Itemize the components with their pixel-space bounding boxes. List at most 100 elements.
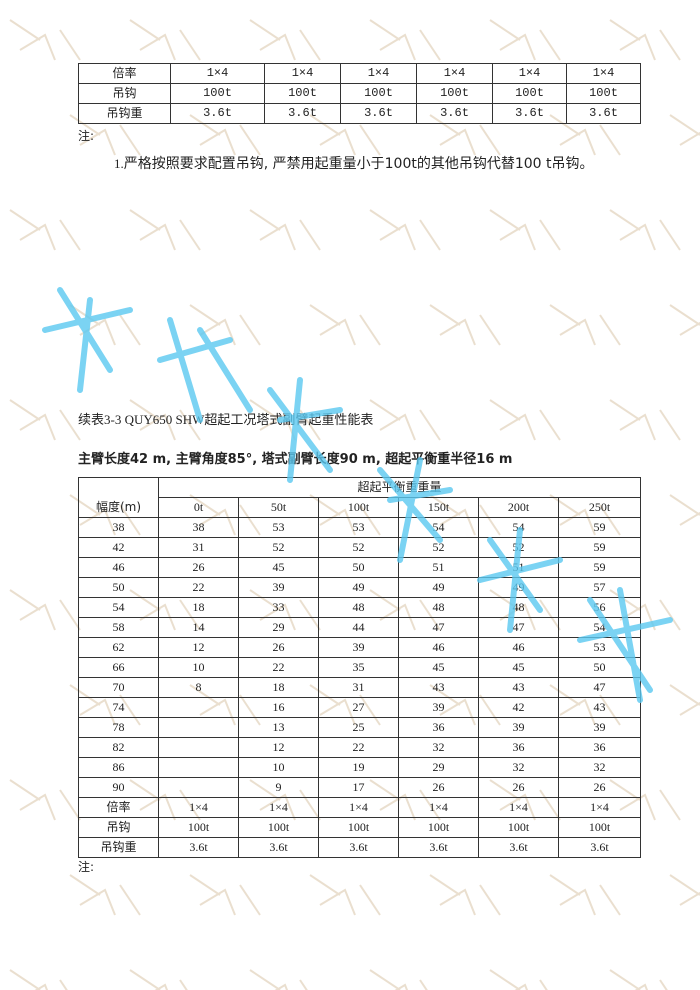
capacity-cell: 59 — [557, 557, 642, 578]
table-row: 58 14 29 44 47 47 54 — [78, 617, 642, 638]
table-cell: 3.6t — [318, 837, 399, 858]
capacity-cell: 47 — [478, 617, 559, 638]
table-cell: 100t — [478, 817, 559, 838]
table-row: 倍率 1×4 1×4 1×4 1×4 1×4 1×4 — [78, 63, 641, 84]
table-row: 66 10 22 35 45 45 50 — [78, 657, 642, 678]
watermark-mark — [609, 209, 681, 251]
capacity-cell: 32 — [478, 757, 559, 778]
table-cell: 3.6t — [158, 837, 239, 858]
watermark-mark — [309, 304, 381, 346]
table-row: 70 8 18 31 43 43 47 — [78, 677, 642, 698]
capacity-cell: 47 — [557, 677, 642, 698]
table-cell: 3.6t — [398, 837, 479, 858]
watermark-mark — [669, 114, 700, 146]
watermark-mark — [309, 874, 381, 916]
note-item-number: 1. — [114, 156, 124, 171]
watermark-mark — [369, 19, 441, 61]
capacity-cell: 51 — [478, 557, 559, 578]
table-row: 46 26 45 50 51 51 59 — [78, 557, 642, 578]
capacity-cell: 31 — [158, 537, 239, 558]
table-row: 78 13 25 36 39 39 — [78, 717, 642, 738]
capacity-cell: 45 — [238, 557, 319, 578]
capacity-cell: 19 — [318, 757, 399, 778]
radius-cell: 66 — [78, 657, 159, 678]
footer-row: 吊钩 100t 100t 100t 100t 100t 100t — [78, 817, 642, 838]
capacity-cell: 43 — [478, 677, 559, 698]
table-caption: 续表3-3 QUY650 SHW超起工况塔式副臂起重性能表 — [78, 412, 374, 427]
capacity-cell: 13 — [238, 717, 319, 738]
watermark-mark — [489, 969, 548, 990]
capacity-cell: 22 — [158, 577, 239, 598]
capacity-cell: 52 — [318, 537, 399, 558]
capacity-cell: 52 — [398, 537, 479, 558]
table-cell: 1×4 — [398, 797, 479, 818]
capacity-cell: 36 — [478, 737, 559, 758]
capacity-cell: 54 — [398, 517, 479, 538]
capacity-cell: 59 — [557, 517, 642, 538]
table-cell: 1×4 — [170, 63, 265, 84]
table-cell: 3.6t — [557, 837, 642, 858]
note-label: 注: — [78, 129, 95, 143]
table-cell: 3.6t — [170, 103, 265, 124]
footer-row: 吊钩重 3.6t 3.6t 3.6t 3.6t 3.6t 3.6t — [78, 837, 642, 858]
watermark-mark — [189, 304, 261, 346]
watermark-mark — [489, 399, 561, 441]
column-header-row: 幅度(m) 0t 50t 100t 150t 200t 250t — [78, 497, 642, 518]
capacity-cell: 53 — [557, 637, 642, 658]
capacity-cell: 53 — [318, 517, 399, 538]
table-row: 62 12 26 39 46 46 53 — [78, 637, 642, 658]
capacity-cell: 51 — [398, 557, 479, 578]
capacity-cell: 46 — [398, 637, 479, 658]
watermark-mark — [9, 589, 81, 631]
table-cell: 100t — [492, 83, 567, 104]
watermark-mark — [429, 874, 501, 916]
capacity-cell: 25 — [318, 717, 399, 738]
table-cell: 1×4 — [492, 63, 567, 84]
row-label: 倍率 — [78, 797, 159, 818]
footer-row: 倍率 1×4 1×4 1×4 1×4 1×4 1×4 — [78, 797, 642, 818]
note-item-text: 严格按照要求配置吊钩, 严禁用起重量小于100t的其他吊钩代替100 t吊钩。 — [123, 156, 594, 172]
brand-watermark-stroke — [157, 317, 253, 423]
table-row: 38 38 53 53 54 54 59 — [78, 517, 642, 538]
table-cell: 1×4 — [566, 63, 641, 84]
capacity-cell: 39 — [318, 637, 399, 658]
watermark-mark — [9, 19, 81, 61]
capacity-cell: 29 — [238, 617, 319, 638]
capacity-cell: 32 — [398, 737, 479, 758]
table-cell: 1×4 — [264, 63, 341, 84]
capacity-cell: 56 — [557, 597, 642, 618]
blank-header-cell — [78, 477, 159, 498]
row-label: 吊钩 — [78, 817, 159, 838]
table-cell: 100t — [566, 83, 641, 104]
capacity-cell: 22 — [318, 737, 399, 758]
radius-cell: 38 — [78, 517, 159, 538]
capacity-cell: 49 — [478, 577, 559, 598]
watermark-mark — [549, 304, 621, 346]
table-cell: 1×4 — [318, 797, 399, 818]
watermark-mark — [189, 874, 261, 916]
table-cell: 1×4 — [238, 797, 319, 818]
radius-cell: 82 — [78, 737, 159, 758]
capacity-cell: 36 — [557, 737, 642, 758]
capacity-cell: 57 — [557, 577, 642, 598]
capacity-cell: 14 — [158, 617, 239, 638]
radius-cell: 54 — [78, 597, 159, 618]
note-item: 1.严格按照要求配置吊钩, 严禁用起重量小于100t的其他吊钩代替100 t吊钩… — [114, 153, 594, 173]
table-cell: 100t — [158, 817, 239, 838]
watermark-mark — [9, 779, 81, 821]
capacity-cell: 17 — [318, 777, 399, 798]
watermark-mark — [129, 19, 201, 61]
capacity-cell: 10 — [158, 657, 239, 678]
watermark-mark — [549, 874, 621, 916]
capacity-cell: 48 — [478, 597, 559, 618]
radius-cell: 70 — [78, 677, 159, 698]
capacity-cell: 53 — [238, 517, 319, 538]
group-header: 超起平衡重重量 — [157, 477, 642, 498]
watermark-mark — [129, 969, 188, 990]
table-cell: 1×4 — [416, 63, 493, 84]
watermark-mark — [9, 399, 81, 441]
capacity-cell: 35 — [318, 657, 399, 678]
watermark-mark — [669, 684, 700, 716]
capacity-cell: 18 — [238, 677, 319, 698]
table-cell: 3.6t — [238, 837, 319, 858]
